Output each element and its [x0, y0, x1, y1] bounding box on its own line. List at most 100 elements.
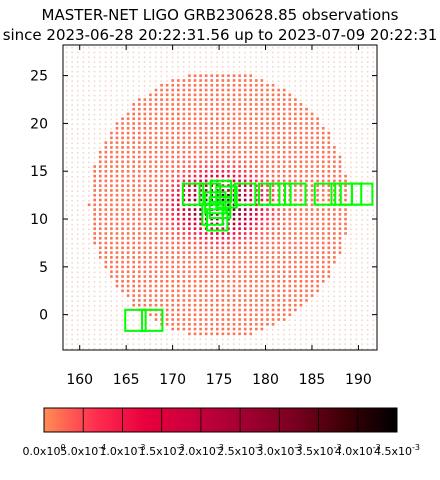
sky-grid-dot [322, 99, 324, 102]
probability-cell [321, 265, 325, 269]
sky-grid-dot [82, 319, 85, 322]
probability-cell [249, 270, 253, 273]
probability-cell [176, 227, 180, 230]
probability-cell [243, 279, 247, 283]
sky-grid-dot [322, 343, 324, 345]
sky-grid-dot [305, 70, 308, 73]
probability-cell [310, 208, 314, 211]
sky-grid-dot [294, 75, 296, 78]
probability-cell [204, 327, 208, 331]
probability-cell [221, 198, 225, 202]
probability-cell [216, 170, 219, 173]
sky-grid-dot [193, 70, 196, 73]
sky-grid-dot [333, 104, 335, 106]
sky-grid-dot [355, 61, 358, 63]
probability-cell [327, 217, 331, 221]
sky-grid-dot [361, 223, 363, 226]
sky-grid-dot [143, 314, 146, 317]
sky-grid-dot [99, 94, 101, 97]
sky-grid-dot [333, 328, 335, 331]
probability-cell [305, 260, 308, 264]
sky-grid-dot [355, 257, 358, 259]
probability-cell [154, 208, 158, 211]
probability-cell [299, 179, 303, 183]
sky-grid-dot [93, 276, 96, 278]
sky-grid-dot [361, 56, 363, 59]
sky-grid-dot [65, 85, 68, 87]
probability-cell [294, 189, 297, 192]
sky-grid-dot [93, 152, 96, 154]
sky-grid-dot [71, 266, 73, 269]
sky-grid-dot [110, 66, 112, 68]
sky-grid-dot [272, 328, 274, 331]
sky-grid-dot [160, 61, 163, 63]
sky-grid-dot [277, 328, 280, 331]
probability-cell [216, 289, 219, 293]
probability-cell [132, 303, 136, 307]
probability-cell [305, 256, 308, 259]
sky-grid-dot [110, 118, 112, 121]
sky-grid-dot [93, 99, 96, 102]
sky-grid-dot [305, 51, 308, 54]
sky-grid-dot [210, 348, 213, 350]
sky-grid-dot [311, 324, 313, 326]
sky-grid-dot [294, 80, 296, 82]
sky-grid-dot [361, 175, 363, 178]
probability-cell [255, 174, 258, 178]
sky-grid-dot [255, 56, 257, 59]
sky-grid-dot [138, 89, 140, 92]
probability-cell [98, 241, 102, 245]
sky-grid-dot [99, 75, 101, 78]
probability-cell [227, 222, 230, 226]
sky-grid-dot [188, 70, 191, 73]
sky-grid-dot [99, 89, 101, 92]
sky-grid-dot [205, 46, 207, 49]
sky-grid-dot [171, 338, 174, 341]
probability-cell [266, 227, 269, 230]
sky-grid-dot [355, 70, 358, 73]
sky-grid-dot [132, 348, 135, 350]
sky-grid-dot [132, 333, 135, 336]
sky-grid-dot [355, 152, 358, 154]
sky-grid-dot [82, 252, 85, 255]
sky-grid-dot [322, 46, 324, 49]
sky-grid-dot [71, 104, 73, 106]
sky-grid-dot [65, 51, 68, 54]
sky-grid-dot [333, 89, 335, 92]
sky-grid-dot [121, 309, 124, 312]
sky-grid-dot [99, 80, 101, 82]
sky-grid-dot [350, 61, 352, 63]
sky-grid-dot [244, 46, 246, 49]
sky-grid-dot [350, 113, 352, 116]
sky-grid-dot [299, 51, 302, 54]
probability-cell [188, 179, 191, 183]
probability-cell [182, 322, 186, 326]
sky-grid-dot [372, 252, 374, 255]
probability-cell [327, 193, 331, 197]
probability-cell [182, 289, 186, 293]
probability-cell [149, 189, 152, 192]
sky-grid-dot [350, 70, 352, 73]
sky-grid-dot [355, 295, 358, 298]
probability-cell [216, 189, 219, 192]
probability-cell [327, 251, 331, 254]
probability-cell [271, 299, 275, 302]
probability-cell [238, 208, 241, 211]
probability-cell [160, 279, 163, 283]
sky-grid-dot [272, 51, 274, 54]
probability-cell [249, 246, 253, 250]
sky-grid-dot [76, 276, 79, 278]
probability-cell [199, 265, 202, 269]
sky-grid-dot [255, 46, 257, 49]
sky-grid-dot [372, 257, 374, 259]
probability-cell [143, 165, 147, 168]
sky-grid-dot [366, 132, 369, 135]
probability-cell [199, 284, 202, 288]
probability-cell [188, 279, 191, 283]
probability-cell [232, 227, 236, 230]
sky-grid-dot [65, 113, 68, 116]
sky-grid-dot [65, 180, 68, 183]
probability-cell [154, 284, 158, 288]
probability-cell [243, 208, 247, 211]
probability-cell [98, 193, 102, 197]
